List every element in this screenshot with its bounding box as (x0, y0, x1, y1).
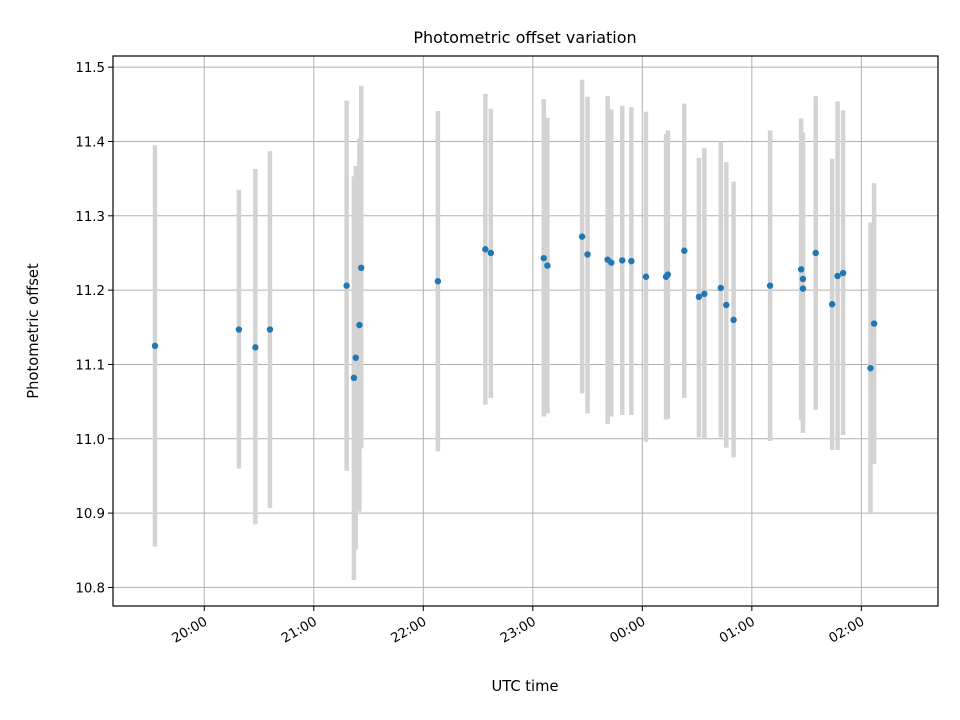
data-point (608, 259, 615, 266)
data-point (619, 257, 626, 264)
data-point (252, 344, 259, 351)
data-point (482, 246, 489, 253)
data-point (350, 374, 358, 382)
data-point (642, 273, 650, 280)
data-point (799, 285, 807, 292)
data-point (584, 251, 591, 258)
data-point (870, 320, 878, 327)
data-points (151, 233, 878, 382)
y-tick-label: 11.1 (75, 358, 105, 373)
grid-lines (113, 56, 938, 606)
y-tick-label: 11.4 (75, 135, 105, 150)
data-point (487, 249, 495, 257)
data-point (723, 301, 730, 309)
y-tick-label: 10.8 (75, 581, 105, 596)
data-point (151, 342, 159, 350)
data-point (544, 262, 551, 269)
data-point (343, 282, 350, 289)
data-point (358, 264, 365, 272)
chart-title: Photometric offset variation (413, 28, 636, 47)
data-point (681, 247, 688, 254)
data-point (434, 278, 442, 285)
y-tick-label: 10.9 (75, 507, 105, 522)
x-axis-title: UTC time (492, 678, 559, 695)
data-point (799, 275, 807, 283)
data-point (717, 284, 724, 292)
data-point (828, 301, 836, 308)
data-point (867, 364, 874, 372)
data-point (812, 249, 819, 257)
data-point (628, 257, 635, 265)
data-point (266, 326, 274, 333)
data-point (834, 272, 841, 280)
data-point (695, 293, 703, 301)
data-point (235, 326, 243, 333)
data-point (356, 321, 363, 329)
plot-frame (112, 55, 939, 607)
data-point (352, 354, 359, 361)
y-tick-label: 11.5 (75, 61, 105, 76)
data-point (540, 254, 547, 262)
data-point (766, 282, 774, 289)
data-point (730, 316, 737, 324)
data-point (839, 269, 847, 277)
data-point (797, 266, 805, 273)
data-point (578, 233, 586, 240)
y-tick-label: 11.3 (75, 210, 105, 225)
data-point (701, 290, 708, 298)
y-axis-title: Photometric offset (25, 263, 42, 399)
y-tick-label: 11.2 (75, 284, 105, 299)
data-point (664, 271, 672, 278)
y-tick-label: 11.0 (75, 433, 105, 448)
